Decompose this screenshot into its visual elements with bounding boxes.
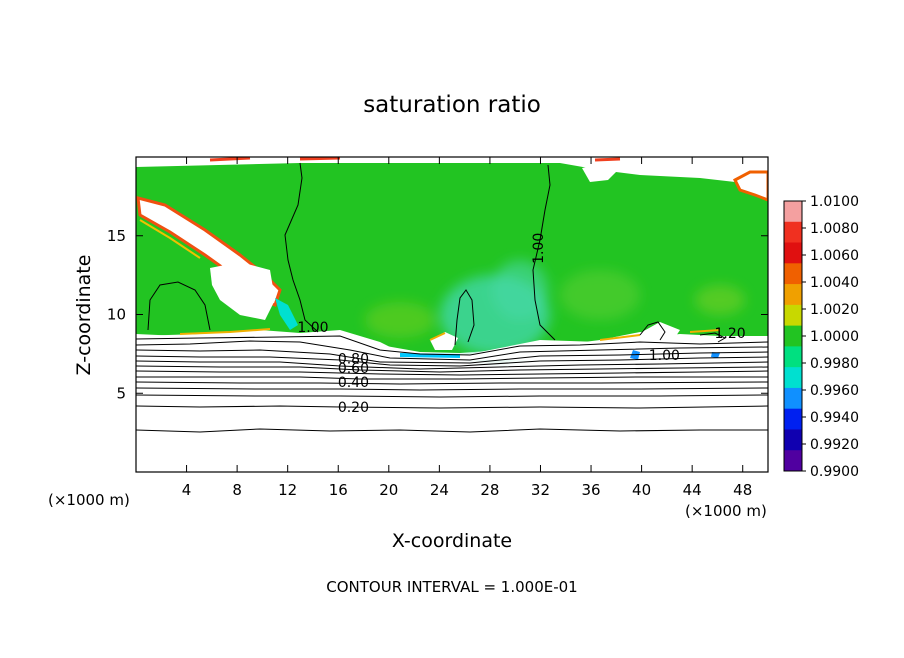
contour-002 [136,405,768,409]
contour-007 [136,360,768,370]
blue-spot-3 [711,352,720,358]
contour-label: 0.80 [338,351,369,367]
contour-100-blob [454,289,475,346]
chart-title: saturation ratio [363,92,541,118]
contour-label: 0.60 [338,361,369,377]
contour-001 [136,428,768,433]
x-tick-label: 24 [430,481,449,499]
contour-120 [699,332,727,343]
cyan-patch-2 [492,260,548,320]
x-unit-right: (×1000 m) [685,502,767,520]
x-tick-label: 12 [278,481,297,499]
colorbar-swatch [784,429,802,451]
x-tick-label: 44 [683,481,702,499]
x-tick-label: 16 [329,481,348,499]
contour-0035 [136,381,768,385]
colorbar-label: 0.9980 [810,356,859,372]
x-unit-left: (×1000 m) [48,491,130,509]
y-tick-label: 10 [107,306,126,324]
colorbar-swatch [784,325,802,347]
colorbar-label: 0.9900 [810,464,859,480]
colorbar-swatch [784,450,802,472]
x-axis: 4 8 12 16 20 24 28 32 36 40 44 48 [182,157,752,499]
colorbar-swatch [784,221,802,244]
yellowish-patch [365,302,435,338]
left-white-blob [210,262,275,320]
lower-cloud-white [136,330,768,360]
top-red-edge [209,157,621,162]
colorbar-label: 1.0100 [810,194,859,210]
colorbar-swatch [784,346,802,368]
x-tick-label: 36 [581,481,600,499]
x-tick-label: 8 [232,481,242,499]
colorbar-swatch [784,242,802,264]
contour-006 [136,365,768,373]
colorbar-label: 1.0040 [810,275,859,291]
contour-lines [136,162,768,433]
contour-base-2 [136,340,768,361]
colorbar-label: 0.9940 [810,410,859,426]
contour-008 [136,355,768,367]
contour-label: 1.20 [714,326,745,342]
x-tick-label: 4 [182,481,192,499]
contour-005 [136,370,768,376]
heatmap-field [136,157,768,472]
contour-0025 [136,394,768,398]
colorbar-label: 1.0020 [810,302,859,318]
colorbar-swatch [784,201,802,223]
contour-label: 0.40 [338,375,369,391]
y-tick-label: 5 [116,384,126,402]
contour-label: 1.00 [649,348,680,364]
colorbar-label: 0.9960 [810,383,859,399]
contour-labels: 1.00 1.00 1.00 1.20 0.800.600.40 0.20 [297,233,745,416]
contour-base-1 [136,335,768,356]
contour-label: 1.00 [531,233,547,264]
y-tick-label: 15 [107,227,126,245]
contour-003 [136,387,768,391]
colorbar-label: 0.9920 [810,437,859,453]
colorbar-label: 1.0060 [810,248,859,264]
y-axis: 5 10 15 [107,227,768,402]
diagonal-tongue-rim [139,219,201,259]
contour-100-main [284,162,319,333]
x-tick-label: 20 [379,481,398,499]
x-tick-label: 40 [632,481,651,499]
contour-label: 1.00 [297,320,328,336]
colorbar-swatch [784,304,802,327]
yellowish-patch-2 [560,270,640,320]
cloud-rim [179,328,721,341]
upper-right-white-2 [733,170,768,202]
contour-base-3 [136,349,768,364]
contour-004 [136,376,768,380]
upper-right-white [582,165,620,182]
colorbar-swatch [784,387,802,410]
contour-label: 0.20 [338,400,369,416]
x-tick-label: 48 [733,481,752,499]
colorbar: 1.0100 1.0080 1.0060 1.0040 1.0020 1.0000 0.99… [783,194,859,480]
colorbar-label: 1.0080 [810,221,859,237]
x-tick-label: 32 [531,481,550,499]
contour-100-right [532,164,556,341]
colorbar-label: 1.0000 [810,329,859,345]
cyan-sliver [275,298,298,330]
yellowish-patch-3 [695,285,745,315]
contour-interval-note: CONTOUR INTERVAL = 1.000E-01 [326,578,577,596]
contour-100-right-blob [639,321,666,341]
y-axis-label: Z-coordinate [73,255,95,376]
colorbar-swatch [784,263,802,285]
white-bump-2 [640,322,680,345]
colorbar-swatch [784,284,802,306]
contour-100-left-dome [147,281,211,331]
colorbar-swatch [784,408,802,430]
x-axis-label: X-coordinate [392,530,512,552]
x-tick-label: 28 [480,481,499,499]
colorbar-swatch [784,367,802,389]
